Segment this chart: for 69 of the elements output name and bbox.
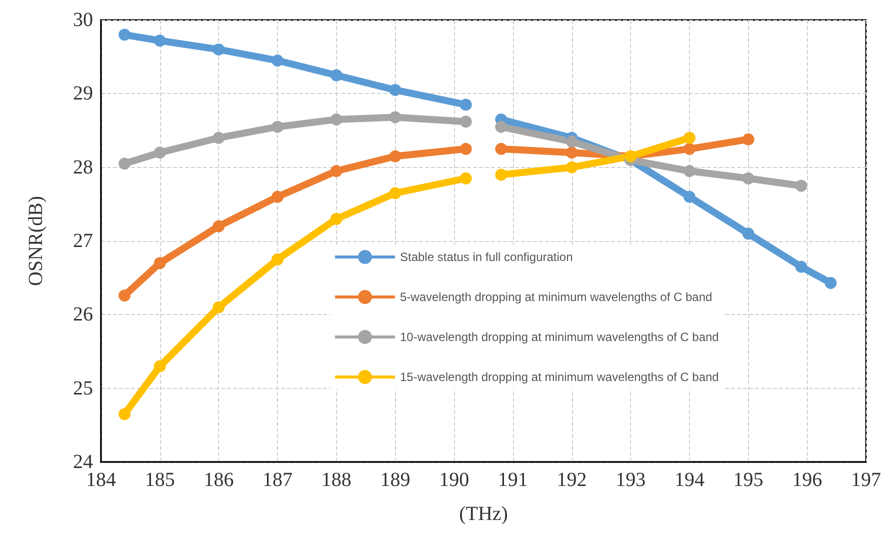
x-tick-label: 197 <box>851 469 881 491</box>
point <box>566 161 578 174</box>
point <box>683 190 696 203</box>
point <box>460 98 472 111</box>
point <box>272 190 284 203</box>
point <box>389 84 402 96</box>
y-tick-label: 26 <box>73 304 93 326</box>
point <box>118 408 131 420</box>
y-tick-label: 27 <box>73 230 93 252</box>
x-tick-label: 190 <box>439 469 470 491</box>
point <box>118 28 131 41</box>
legend-label: 15-wavelength dropping at minimum wavelengths of C band <box>400 370 719 384</box>
x-tick-label: 186 <box>204 469 234 491</box>
point <box>683 132 696 144</box>
point <box>272 253 284 266</box>
point <box>495 120 508 133</box>
point <box>272 54 284 67</box>
point <box>272 120 284 133</box>
x-tick-label: 196 <box>792 469 822 491</box>
point <box>118 290 131 302</box>
legend-label: 5-wavelength dropping at minimum wavelengths of C band <box>400 290 712 304</box>
x-tick-label: 193 <box>616 469 646 491</box>
point <box>212 43 225 56</box>
x-tick-label: 192 <box>556 469 587 491</box>
point <box>389 150 402 162</box>
point <box>212 220 225 232</box>
legend-label: Stable status in full configuration <box>400 250 573 264</box>
point <box>683 165 696 178</box>
point <box>742 133 754 146</box>
y-tick-label: 30 <box>73 9 93 31</box>
point <box>742 172 754 184</box>
point <box>154 257 166 270</box>
point <box>795 180 808 192</box>
point <box>330 165 342 178</box>
x-tick-label: 191 <box>498 469 528 491</box>
point <box>742 228 754 240</box>
point <box>566 136 578 148</box>
point <box>495 168 508 181</box>
point <box>330 69 342 82</box>
x-axis-title: (THz) <box>459 503 508 525</box>
x-tick-label: 189 <box>380 469 410 491</box>
y-tick-label: 25 <box>73 377 93 400</box>
legend-label: 10-wavelength dropping at minimum wavelengths of C band <box>400 330 719 344</box>
x-tick-label: 185 <box>144 469 175 491</box>
point <box>212 301 225 314</box>
point <box>460 172 472 184</box>
y-tick-label: 28 <box>73 156 93 178</box>
y-tick-label: 29 <box>73 82 93 105</box>
point <box>389 111 402 124</box>
x-tick-label: 195 <box>733 469 764 491</box>
x-tick-label: 187 <box>262 469 293 491</box>
point <box>118 158 131 170</box>
point <box>824 276 837 289</box>
point <box>154 360 166 372</box>
point <box>330 212 342 225</box>
point <box>154 34 166 47</box>
point <box>330 113 342 126</box>
point <box>566 146 578 159</box>
point <box>389 187 402 200</box>
point <box>212 132 225 144</box>
point <box>460 116 472 128</box>
point <box>683 142 696 155</box>
point <box>495 142 508 155</box>
point <box>795 260 808 273</box>
x-tick-label: 188 <box>321 469 352 491</box>
point <box>154 146 166 159</box>
x-tick-label: 194 <box>674 469 704 491</box>
point <box>460 142 472 155</box>
y-axis-title: OSNR(dB) <box>25 196 47 286</box>
